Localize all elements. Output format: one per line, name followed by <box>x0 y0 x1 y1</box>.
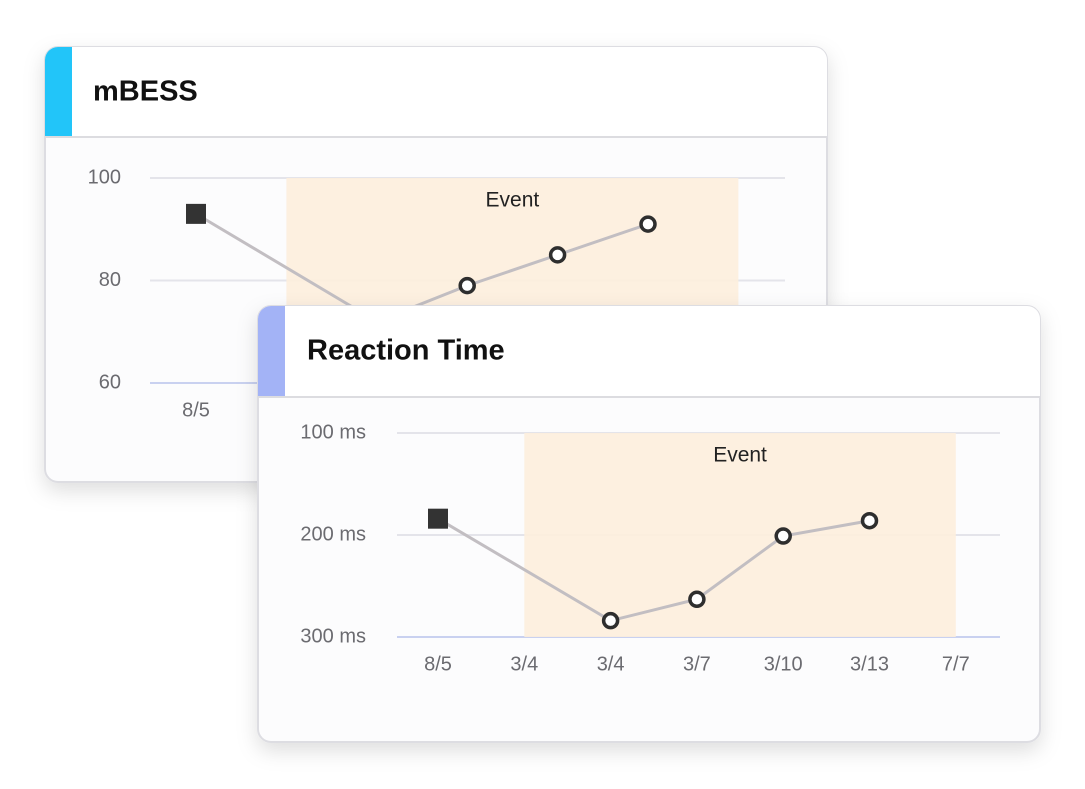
x-tick-label: 3/4 <box>510 653 538 675</box>
x-tick-label: 8/5 <box>424 653 452 675</box>
point-marker <box>639 215 657 233</box>
x-tick-label: 8/5 <box>182 399 210 421</box>
event-label: Event <box>486 189 540 212</box>
card-header <box>258 306 1040 397</box>
baseline-marker <box>186 203 206 224</box>
card-header <box>45 47 827 137</box>
accent-bar <box>258 306 285 397</box>
baseline-marker <box>428 508 448 529</box>
point-marker <box>601 611 620 630</box>
point-marker <box>860 511 879 530</box>
y-tick-label: 100 <box>88 166 121 188</box>
plot: 100 ms 200 ms 300 ms Event 3/4 7/7 8/5 3/4 3/7 3/… <box>300 421 1000 675</box>
x-tick-label: 3/7 <box>683 653 711 675</box>
x-tick-label: 7/7 <box>942 653 970 675</box>
card-title: Reaction Time <box>307 335 505 367</box>
x-tick-label: 3/4 <box>597 653 625 675</box>
y-tick-label: 60 <box>99 371 121 393</box>
x-tick-label: 3/13 <box>850 653 889 675</box>
y-tick-label: 300 ms <box>300 625 366 647</box>
card-title: mBESS <box>93 76 198 108</box>
point-marker <box>458 276 476 295</box>
event-band <box>524 433 956 637</box>
accent-bar <box>45 47 72 137</box>
x-tick-label: 3/10 <box>764 653 803 675</box>
point-marker <box>688 590 706 609</box>
point-marker <box>548 246 567 264</box>
y-tick-label: 80 <box>99 269 121 291</box>
event-label: Event <box>713 444 767 467</box>
card: Reaction Time 100 ms 200 ms 300 ms Event 3/4… <box>257 305 1041 743</box>
y-tick-label: 200 ms <box>300 523 366 545</box>
point-marker <box>774 527 792 545</box>
y-tick-label: 100 ms <box>300 421 366 443</box>
